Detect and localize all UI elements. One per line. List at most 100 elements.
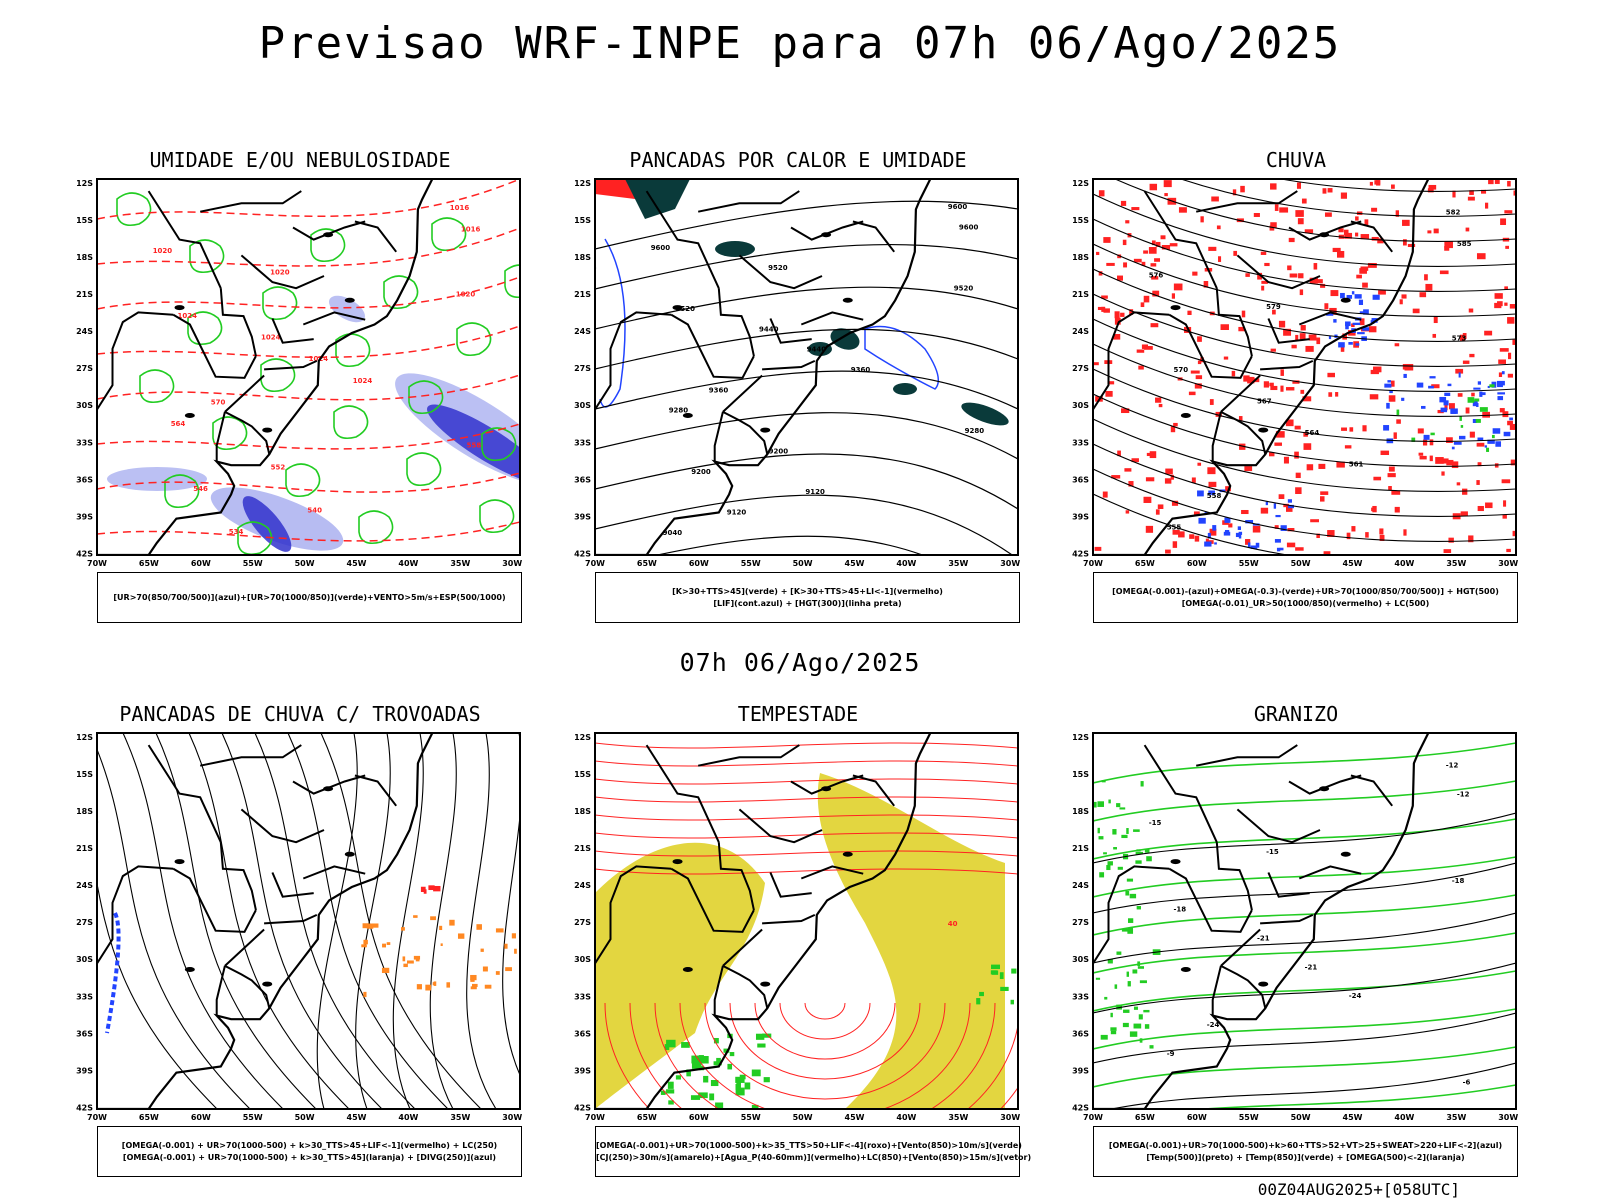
lat-tick-label: 33S [76,992,93,1001]
contour-label: -24 [1207,1021,1220,1029]
lat-tick-label: 18S [574,253,591,262]
contour-label: 552 [271,463,286,471]
lat-tick-label: 27S [76,364,93,373]
contour-label: 1016 [450,204,470,212]
lon-tick-label: 35W [948,559,968,568]
lat-tick-label: 15S [574,770,591,779]
contour-label: -21 [1257,934,1270,942]
lat-tick-label: 42S [1072,1103,1089,1112]
lat-tick-label: 21S [1072,844,1089,853]
contour-label: 564 [1305,429,1320,437]
lat-tick-label: 24S [1072,881,1089,890]
contour-label: 9120 [805,488,825,496]
lon-tick-label: 40W [398,559,418,568]
run-info: 00Z04AUG2025+[058UTC] [1257,1180,1460,1199]
contour-label: 573 [1452,335,1467,343]
lat-tick-label: 39S [76,1066,93,1075]
lat-tick-label: 18S [1072,253,1089,262]
legend-line: [K>30+TTS>45](verde) + [K>30+TTS>45+LI<-… [672,586,943,596]
lat-tick-label: 24S [1072,327,1089,336]
lat-tick-label: 15S [76,770,93,779]
lon-tick-label: 45W [845,559,865,568]
legend-line: [OMEGA(-0.001)+UR>70(1000-500)+k>60+TTS>… [1108,1140,1503,1150]
lon-tick-label: 50W [793,1113,813,1122]
contour-label: 9200 [691,468,711,476]
contour-label: 9280 [669,407,689,415]
legend-granizo: [OMEGA(-0.001)+UR>70(1000-500)+k>60+TTS>… [1093,1126,1518,1177]
map-svg: 582 585 576 579 573 570 567 564 561 558 555 12S 15S 1… [1072,178,1518,568]
contour-label: 558 [467,442,482,450]
lat-tick-label: 27S [1072,364,1089,373]
contour-label: 9600 [959,224,979,232]
lon-tick-label: 45W [347,559,367,568]
lat-tick-label: 33S [1072,438,1089,447]
lat-tick-label: 21S [574,844,591,853]
map-svg: 9600 9600 9600 9520 9520 9520 9440 9440 9360 9360… [574,178,1020,568]
lon-tick-label: 70W [87,1113,107,1122]
lat-tick-label: 21S [1072,290,1089,299]
lon-tick-label: 45W [1343,1113,1363,1122]
lat-tick-label: 12S [76,733,93,742]
contour-label: 9520 [676,305,696,313]
legend-line: [OMEGA(-0.001)-(azul)+OMEGA(-0.3)-(verde… [1112,586,1499,596]
lon-tick-label: 30W [1498,1113,1518,1122]
contour-label: -12 [1457,790,1470,798]
lat-tick-label: 36S [574,475,591,484]
lon-tick-label: 40W [896,1113,916,1122]
lat-tick-label: 27S [1072,918,1089,927]
panel-title-tempestade: TEMPESTADE [737,702,859,726]
lon-tick-label: 60W [1187,559,1207,568]
legend-line: [LIF](cont.azul) + [HGT(300)](linha pret… [713,598,902,608]
contour-label: -24 [1349,992,1362,1000]
map-tempestade: 40 12S 15S 18S 21S 24S 27S 30S 33S 36S 39S 42S 70W 65… [574,732,1020,1122]
lon-tick-label: 55W [243,559,263,568]
lat-tick-label: 42S [1072,549,1089,558]
lat-tick-label: 18S [76,253,93,262]
map-svg: 1016 1016 1020 1020 1020 1024 1024 1024 1024 570 5… [76,178,522,568]
map-svg: -12 -12 -15 -15 -18 -18 -21 -21 -24 -24 -9 -6 12S 15S… [1072,732,1518,1122]
contour-label: 1020 [270,269,290,277]
lat-tick-label: 24S [76,881,93,890]
lon-tick-label: 60W [689,1113,709,1122]
lon-tick-label: 65W [139,1113,159,1122]
lat-tick-label: 15S [1072,770,1089,779]
lat-tick-label: 39S [574,512,591,521]
contour-label: 9200 [769,447,789,455]
lon-tick-label: 70W [1083,559,1103,568]
lon-tick-label: 50W [793,559,813,568]
lon-tick-label: 70W [87,559,107,568]
contour-label: 9280 [965,427,985,435]
lon-tick-label: 60W [191,1113,211,1122]
lat-tick-label: 39S [76,512,93,521]
lon-tick-label: 35W [1446,559,1466,568]
contour-label: 1016 [461,225,481,233]
lat-tick-label: 15S [1072,216,1089,225]
lat-tick-label: 36S [574,1029,591,1038]
lat-tick-label: 30S [1072,401,1089,410]
contour-label: 9520 [768,264,788,272]
lon-tick-label: 55W [1239,559,1259,568]
legend-tempestade: [OMEGA(-0.001)+UR>70(1000-500)+k>35_TTS>… [595,1126,1032,1177]
map-umidade: 1016 1016 1020 1020 1020 1024 1024 1024 1024 570 5… [76,178,522,568]
lat-tick-label: 33S [574,992,591,1001]
contour-label: 1020 [153,247,173,255]
contour-label: 9440 [807,346,827,354]
panel-title-trovoadas: PANCADAS DE CHUVA C/ TROVOADAS [119,702,481,726]
contour-label: 558 [1207,492,1222,500]
lon-tick-label: 40W [1394,559,1414,568]
contour-label: 540 [307,507,322,515]
lat-tick-label: 42S [574,549,591,558]
legend-line: [CJ(250)>30m/s](amarelo)+[Agua_P(40-60mm… [596,1152,1032,1162]
lon-tick-label: 40W [1394,1113,1414,1122]
contour-label: 9600 [948,203,968,211]
lon-tick-label: 55W [243,1113,263,1122]
lon-tick-label: 50W [295,1113,315,1122]
lon-tick-label: 50W [295,559,315,568]
contour-label: 9360 [851,366,871,374]
lon-tick-label: 45W [1343,559,1363,568]
contour-label: -18 [1452,877,1465,885]
contour-label: 567 [1257,397,1272,405]
lon-tick-label: 30W [1498,559,1518,568]
